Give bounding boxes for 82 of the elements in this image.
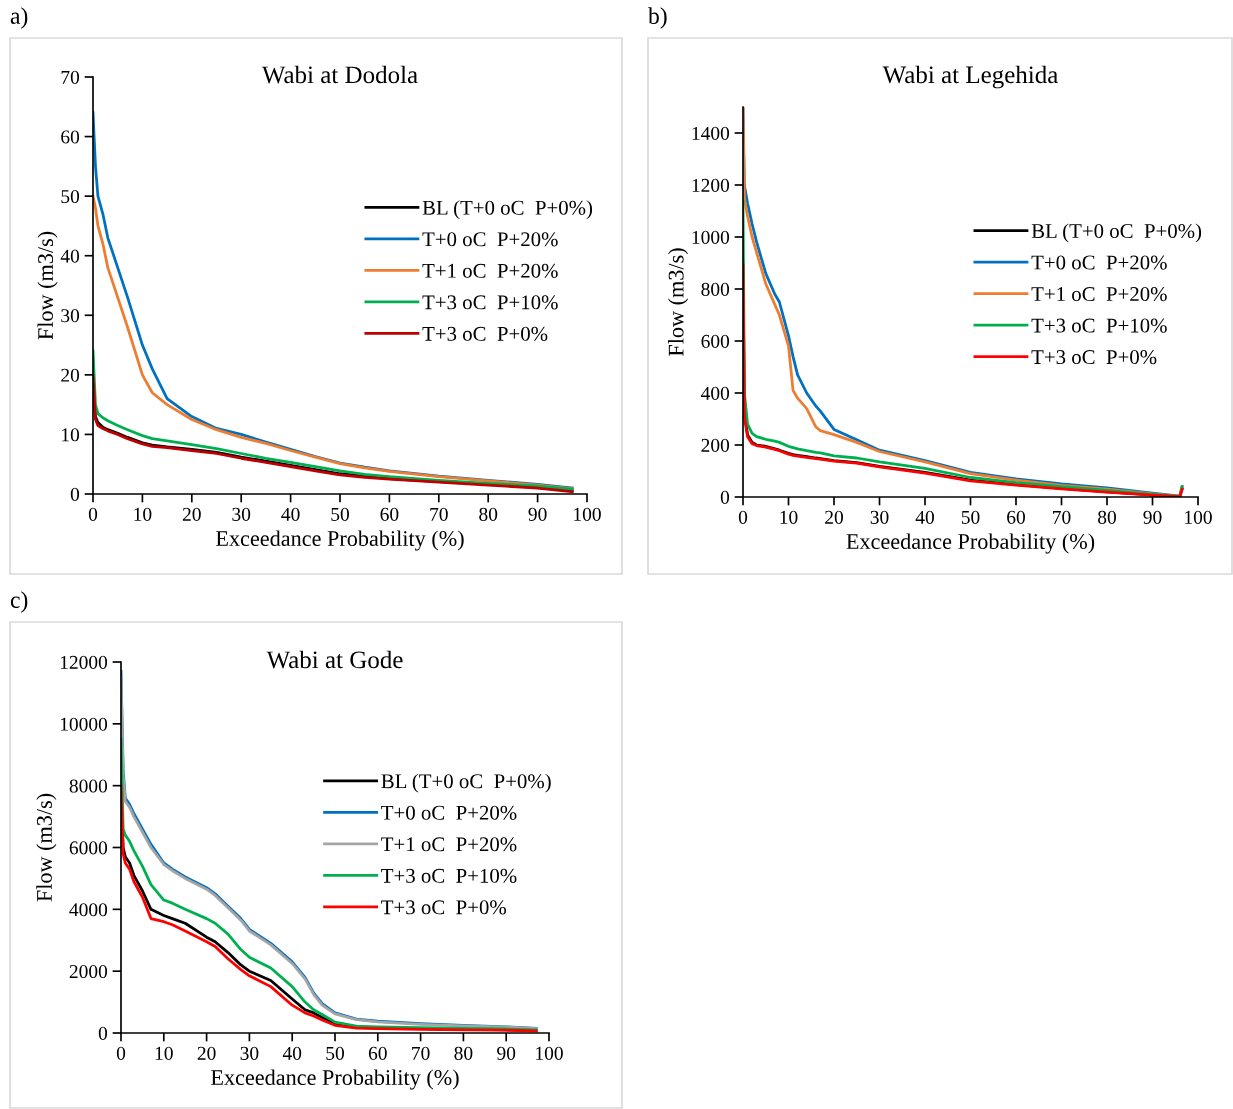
- legend-label: T+3 oC P+10%: [381, 868, 517, 883]
- legend-label: T+3 oC P+0%: [422, 326, 548, 341]
- legend-label: T+3 oC P+0%: [381, 900, 507, 915]
- x-tick-label: 90: [497, 1046, 516, 1060]
- legend-label: T+3 oC P+0%: [1031, 350, 1157, 365]
- x-tick-label: 80: [1098, 510, 1116, 524]
- y-tick-label: 200: [701, 438, 730, 452]
- y-tick-label: 30: [61, 309, 80, 323]
- x-tick-label: 60: [380, 507, 399, 521]
- x-tick-label: 100: [574, 507, 601, 521]
- legend-label: T+3 oC P+10%: [422, 295, 558, 310]
- y-tick-label: 60: [61, 130, 80, 144]
- x-tick-label: 30: [240, 1046, 259, 1060]
- y-axis-title: Flow (m3/s): [667, 248, 689, 356]
- y-tick-label: 40: [60, 249, 80, 263]
- x-tick-label: 40: [281, 507, 300, 521]
- y-tick-label: 70: [61, 70, 80, 84]
- x-axis-title: Exceedance Probability (%): [211, 1069, 459, 1090]
- legend-label: BL (T+0 oC P+0%): [381, 773, 551, 793]
- y-tick-label: 6000: [69, 841, 108, 855]
- x-tick-label: 70: [412, 1046, 430, 1060]
- x-tick-label: 0: [116, 1046, 126, 1060]
- legend-label: T+0 oC P+20%: [381, 805, 517, 820]
- text: c): [10, 591, 28, 613]
- legend-label: T+0 oC P+20%: [422, 232, 558, 247]
- y-tick-label: 12000: [60, 655, 108, 669]
- x-tick-label: 40: [282, 1046, 302, 1060]
- x-tick-label: 60: [1007, 510, 1025, 524]
- text: b): [648, 7, 667, 29]
- x-axis-title: Exceedance Probability (%): [216, 530, 464, 551]
- y-tick-label: 0: [98, 1026, 108, 1040]
- x-tick-label: 90: [528, 507, 547, 521]
- x-tick-label: 30: [232, 507, 251, 521]
- x-tick-label: 50: [331, 507, 349, 521]
- chart-title: Wabi at Legehida: [882, 65, 1058, 89]
- legend-label: T+1 oC P+20%: [422, 263, 558, 278]
- y-tick-label: 1000: [692, 230, 730, 244]
- x-tick-label: 20: [825, 510, 843, 524]
- x-tick-label: 100: [536, 1046, 563, 1060]
- y-tick-label: 600: [701, 334, 730, 348]
- y-tick-label: 800: [701, 282, 730, 296]
- y-tick-label: 10: [62, 428, 80, 442]
- legend-label: T+1 oC P+20%: [1031, 287, 1167, 302]
- x-tick-label: 20: [197, 1046, 216, 1060]
- y-tick-label: 0: [720, 490, 730, 504]
- x-tick-label: 80: [479, 507, 498, 521]
- y-tick-label: 50: [61, 189, 80, 204]
- x-tick-label: 80: [454, 1046, 473, 1060]
- x-tick-label: 20: [182, 507, 201, 521]
- x-tick-label: 50: [961, 510, 980, 524]
- x-tick-label: 70: [430, 507, 448, 521]
- chart-title: Wabi at Gode: [266, 650, 403, 669]
- x-tick-label: 50: [326, 1046, 344, 1060]
- y-tick-label: 400: [701, 386, 730, 400]
- y-axis-title: Flow (m3/s): [36, 793, 57, 902]
- legend-label: T+0 oC P+20%: [1031, 255, 1167, 270]
- x-tick-label: 30: [870, 510, 889, 524]
- x-tick-label: 10: [780, 510, 798, 524]
- x-tick-label: 70: [1053, 510, 1071, 524]
- x-axis-title: Exceedance Probability (%): [846, 533, 1095, 554]
- y-tick-label: 20: [61, 368, 80, 382]
- y-tick-label: 10000: [60, 717, 108, 731]
- y-tick-label: 2000: [69, 964, 108, 979]
- legend-label: BL (T+0 oC P+0%): [422, 200, 593, 220]
- y-tick-label: 1400: [692, 126, 730, 140]
- x-tick-label: 60: [368, 1046, 387, 1060]
- y-tick-label: 0: [70, 487, 80, 501]
- x-tick-label: 10: [134, 507, 152, 521]
- legend-label: T+1 oC P+20%: [381, 837, 517, 852]
- x-tick-label: 0: [738, 510, 748, 524]
- x-tick-label: 100: [1185, 510, 1212, 524]
- chart-title: Wabi at Dodola: [261, 65, 418, 84]
- legend-label: T+3 oC P+10%: [1031, 318, 1167, 333]
- x-tick-label: 40: [915, 510, 934, 524]
- y-axis-title: Flow (m3/s): [37, 231, 58, 340]
- legend-label: BL (T+0 oC P+0%): [1031, 223, 1202, 243]
- x-tick-label: 90: [1143, 510, 1162, 524]
- y-tick-label: 4000: [69, 903, 108, 917]
- y-tick-label: 8000: [69, 779, 108, 793]
- y-tick-label: 1200: [692, 178, 730, 192]
- x-tick-label: 10: [155, 1046, 173, 1060]
- text: a): [10, 7, 28, 29]
